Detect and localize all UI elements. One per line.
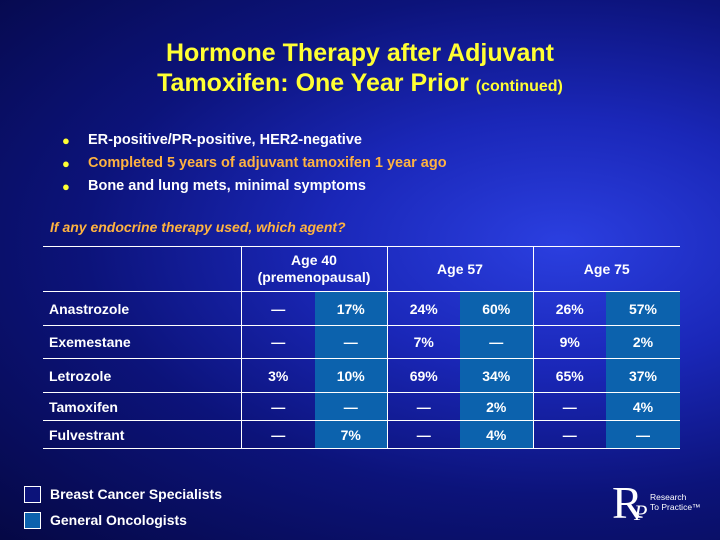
cell-age57-bcs: 24% [387,291,460,326]
cell-age57-go: 4% [460,420,534,449]
bullet-item: ● Bone and lung mets, minimal symptoms [62,175,447,198]
cell-age75-go: 2% [606,325,680,359]
bullet-dot-icon: ● [62,179,70,194]
cell-age40-bcs: — [241,392,315,421]
bullet-text: ER-positive/PR-positive, HER2-negative [88,132,362,148]
bullet-text: Bone and lung mets, minimal symptoms [88,178,366,194]
table-row: Exemestane — — 7% — 9% 2% [43,325,680,359]
agent-name: Tamoxifen [43,392,242,421]
bullet-item: ● Completed 5 years of adjuvant tamoxifen… [62,152,447,175]
header-age-40-line2: (premenopausal) [257,269,371,285]
cell-age40-go: 17% [315,291,388,326]
cell-age57-bcs: 69% [387,358,460,393]
cell-age75-bcs: 9% [533,325,606,359]
bullet-dot-icon: ● [62,156,70,171]
agent-name: Fulvestrant [43,420,242,449]
title-line-2-main: Tamoxifen: One Year Prior [157,69,469,97]
cell-age40-go: 10% [315,358,388,393]
logo-letter-r: R [612,477,643,528]
table-row: Fulvestrant — 7% — 4% — — [43,420,680,449]
cell-age40-bcs: 3% [241,358,315,393]
results-table: Age 40 (premenopausal) Age 57 Age 75 Ana… [43,246,680,449]
bullet-dot-icon: ● [62,133,70,148]
cell-age75-bcs: 26% [533,291,606,326]
cell-age75-go: 57% [606,291,680,326]
legend-label: General Oncologists [50,512,187,528]
header-blank-cell [43,246,242,292]
cell-age75-go: 37% [606,358,680,393]
legend-swatch-general-oncologists [24,512,41,529]
header-age-75: Age 75 [533,246,680,292]
agent-name: Letrozole [43,358,242,393]
cell-age40-go: 7% [315,420,388,449]
case-bullets: ● ER-positive/PR-positive, HER2-negative … [62,129,447,198]
cell-age40-go: — [315,392,388,421]
cell-age57-go: 2% [460,392,534,421]
cell-age75-go: 4% [606,392,680,421]
table-row: Letrozole 3% 10% 69% 34% 65% 37% [43,358,680,393]
title-line-2: Tamoxifen: One Year Prior (continued) [0,68,720,102]
cell-age57-go: 60% [460,291,534,326]
agent-name: Exemestane [43,325,242,359]
agent-name: Anastrozole [43,291,242,326]
cell-age40-go: — [315,325,388,359]
legend-label: Breast Cancer Specialists [50,486,222,502]
cell-age57-bcs: — [387,420,460,449]
header-age-40-line1: Age 40 [291,252,337,268]
cell-age75-bcs: 65% [533,358,606,393]
slide-title: Hormone Therapy after Adjuvant Tamoxifen… [0,38,720,102]
cell-age40-bcs: — [241,325,315,359]
title-suffix: (continued) [475,78,563,95]
table-row: Anastrozole — 17% 24% 60% 26% 57% [43,291,680,326]
cell-age57-go: — [460,325,534,359]
cell-age57-go: 34% [460,358,534,393]
logo-text-line2: To Practice™ [650,502,701,512]
survey-question: If any endocrine therapy used, which age… [50,219,346,235]
table-row: Tamoxifen — — — 2% — 4% [43,392,680,421]
bullet-text: Completed 5 years of adjuvant tamoxifen … [88,155,447,171]
legend-swatch-specialists [24,486,41,503]
table-header-row: Age 40 (premenopausal) Age 57 Age 75 [43,246,680,292]
cell-age75-bcs: — [533,392,606,421]
cell-age75-go: — [606,420,680,449]
research-to-practice-logo: R P Research To Practice™ [612,477,712,530]
title-line-1: Hormone Therapy after Adjuvant [165,39,555,67]
cell-age40-bcs: — [241,291,315,326]
logo-text-line1: Research [650,492,687,502]
cell-age57-bcs: — [387,392,460,421]
logo-letter-p: P [634,500,648,525]
bullet-item: ● ER-positive/PR-positive, HER2-negative [62,129,447,152]
cell-age57-bcs: 7% [387,325,460,359]
cell-age40-bcs: — [241,420,315,449]
header-age-40: Age 40 (premenopausal) [241,246,388,292]
header-age-57: Age 57 [387,246,534,292]
cell-age75-bcs: — [533,420,606,449]
